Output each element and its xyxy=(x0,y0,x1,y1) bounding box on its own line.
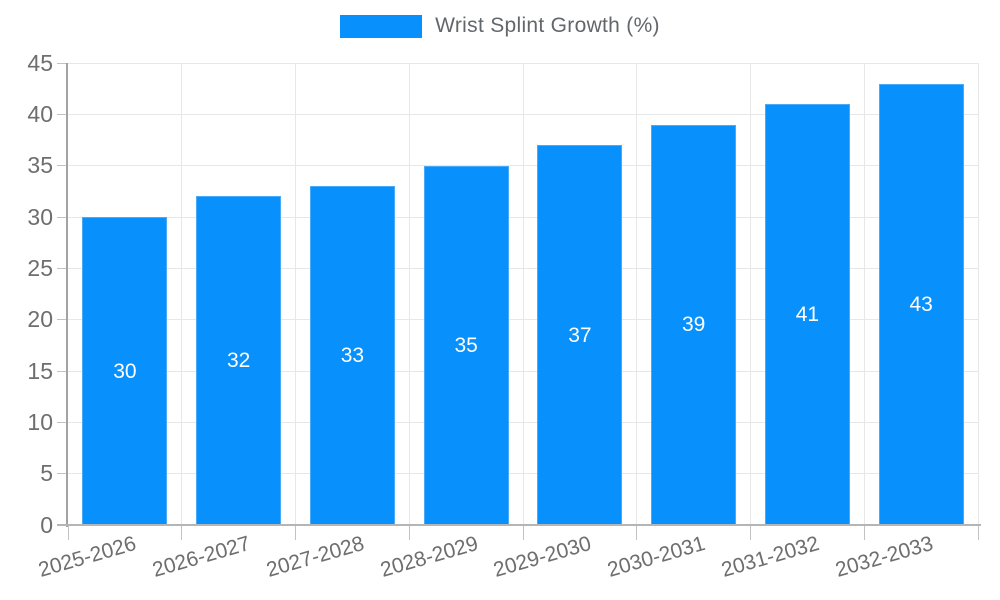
bar-value-label: 30 xyxy=(113,359,137,383)
bar xyxy=(423,165,509,525)
y-tick-label: 35 xyxy=(27,152,53,179)
y-axis-line xyxy=(66,63,68,527)
bar-value-label: 32 xyxy=(226,349,251,373)
v-gridline xyxy=(863,63,865,525)
v-gridline xyxy=(181,63,183,525)
x-axis-label: 2027-2028 xyxy=(263,532,367,582)
bar xyxy=(309,186,395,525)
y-tick-label: 0 xyxy=(40,511,53,538)
v-gridline xyxy=(977,63,979,525)
bar-value-label: 39 xyxy=(681,313,706,337)
y-tick-label: 45 xyxy=(27,49,53,76)
bar-value-label: 35 xyxy=(454,333,478,357)
x-axis-label: 2032-2033 xyxy=(832,532,936,582)
x-axis-line xyxy=(57,524,981,526)
legend-swatch[interactable] xyxy=(340,14,423,38)
y-tick-mark xyxy=(57,62,68,64)
bar-value-label: 43 xyxy=(909,292,933,316)
chart-legend[interactable]: Wrist Splint Growth (%) xyxy=(0,14,1000,38)
y-tick-mark xyxy=(57,216,68,218)
y-tick-mark xyxy=(57,370,68,372)
x-tick-mark xyxy=(522,526,524,540)
y-tick-label: 20 xyxy=(27,306,53,333)
bar-value-label: 37 xyxy=(568,323,592,347)
bar-value-label: 41 xyxy=(795,303,820,327)
x-tick-mark xyxy=(977,526,979,540)
v-gridline xyxy=(295,63,296,525)
legend-label[interactable]: Wrist Splint Growth (%) xyxy=(435,14,660,37)
y-tick-mark xyxy=(57,421,68,423)
y-tick-mark xyxy=(57,113,68,115)
plot-area: 30 32 33 35 37 39 41 43 xyxy=(68,62,979,526)
x-tick-mark xyxy=(295,526,296,540)
x-tick-mark xyxy=(750,526,751,540)
x-axis-label: 2028-2029 xyxy=(377,532,481,582)
x-tick-mark xyxy=(863,526,865,540)
y-tick-mark xyxy=(57,473,68,475)
v-gridline xyxy=(408,63,410,525)
v-gridline xyxy=(522,63,524,525)
v-gridline xyxy=(636,63,638,525)
x-axis-label: 2029-2030 xyxy=(491,532,595,582)
y-tick-label: 30 xyxy=(27,203,53,230)
y-tick-mark xyxy=(57,267,68,269)
x-tick-mark xyxy=(67,526,69,540)
x-axis-label: 2026-2027 xyxy=(150,532,253,582)
y-tick-label: 15 xyxy=(27,357,53,384)
bar xyxy=(82,217,168,525)
x-axis-label: 2031-2032 xyxy=(718,532,822,582)
bar-value-label: 33 xyxy=(340,344,365,368)
x-tick-mark xyxy=(181,526,183,540)
y-tick-label: 25 xyxy=(27,254,53,281)
bar xyxy=(196,196,282,525)
v-gridline xyxy=(750,63,751,525)
x-tick-mark xyxy=(636,526,638,540)
y-tick-label: 5 xyxy=(40,460,53,487)
bar xyxy=(878,83,964,525)
x-axis-label: 2025-2026 xyxy=(36,532,140,582)
bar xyxy=(764,104,850,525)
x-axis-label: 2030-2031 xyxy=(605,532,708,582)
y-tick-label: 10 xyxy=(27,408,53,435)
x-tick-mark xyxy=(408,526,410,540)
y-tick-mark xyxy=(57,319,68,321)
y-tick-label: 40 xyxy=(27,100,53,127)
y-tick-mark xyxy=(57,165,68,167)
